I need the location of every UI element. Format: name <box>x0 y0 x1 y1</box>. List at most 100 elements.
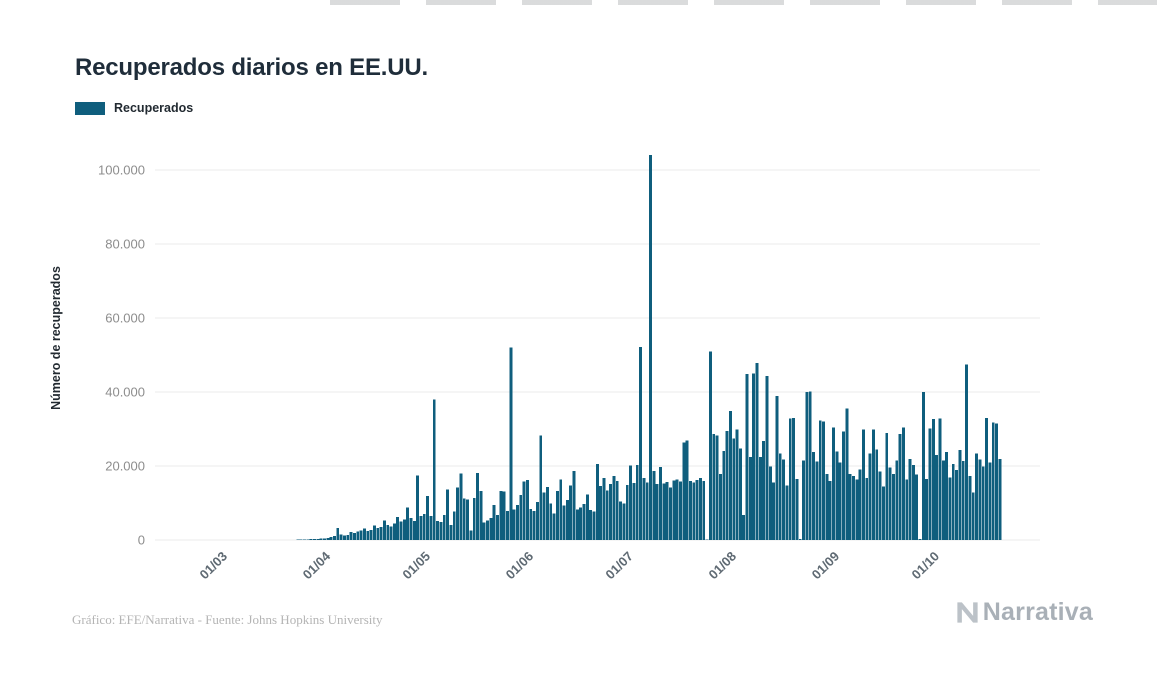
bar <box>788 418 792 540</box>
bar <box>775 396 779 540</box>
bar <box>669 487 672 540</box>
y-tick-label: 40.000 <box>105 385 145 400</box>
bar <box>625 485 629 540</box>
bar <box>772 482 776 540</box>
x-tick-label: 01/03 <box>197 549 231 583</box>
bar <box>938 418 942 540</box>
bar <box>958 450 962 540</box>
bar <box>446 489 450 540</box>
y-tick-label: 20.000 <box>105 459 145 474</box>
bar <box>456 487 460 540</box>
bar <box>928 428 932 540</box>
bar <box>712 434 716 540</box>
bar <box>349 532 353 540</box>
x-tick-label: 01/09 <box>809 549 843 583</box>
bar <box>888 467 892 540</box>
bar <box>542 492 546 540</box>
bar <box>323 538 326 540</box>
bar <box>595 463 599 540</box>
bar <box>718 473 722 540</box>
bar <box>725 430 729 540</box>
bar <box>333 535 336 540</box>
bar <box>639 346 642 540</box>
bar <box>555 491 559 540</box>
bar <box>336 527 340 540</box>
bar <box>612 475 616 540</box>
bar <box>559 479 563 540</box>
bar <box>372 525 376 540</box>
bar <box>918 538 922 540</box>
bar <box>406 507 410 540</box>
bar <box>955 470 959 540</box>
bar <box>971 492 975 540</box>
bar <box>662 483 666 540</box>
bar <box>619 501 623 540</box>
bar <box>865 477 869 540</box>
y-tick-label: 80.000 <box>105 237 145 252</box>
bar <box>652 471 656 540</box>
bar <box>585 494 589 540</box>
bar <box>579 507 583 540</box>
bar <box>476 473 479 540</box>
bar <box>682 442 686 540</box>
bar <box>442 514 446 540</box>
bar <box>602 478 606 540</box>
narrativa-logo: Narrativa <box>954 598 1093 627</box>
bar <box>755 363 759 540</box>
bar <box>396 517 400 540</box>
bar <box>911 464 915 540</box>
bar <box>452 511 456 540</box>
bar <box>675 479 679 540</box>
bar <box>522 481 526 540</box>
bar <box>881 486 885 540</box>
bar <box>901 427 905 540</box>
bar <box>632 483 636 540</box>
bar <box>645 482 649 540</box>
bar <box>695 480 699 540</box>
bar <box>742 514 746 540</box>
bar <box>998 458 1002 540</box>
narrativa-n-icon <box>957 602 978 623</box>
bar <box>412 520 416 540</box>
bar <box>575 509 579 540</box>
bar <box>748 456 752 540</box>
bar <box>672 480 676 540</box>
bar <box>905 479 909 540</box>
bar <box>392 523 396 540</box>
chart-canvas: 0 20.000 40.000 60.000 80.000 100.000 01/03 01/… <box>98 155 1040 583</box>
x-tick-label: 01/05 <box>399 549 433 583</box>
bar <box>539 435 543 540</box>
bar <box>429 515 433 540</box>
bar <box>895 460 899 540</box>
bar <box>472 498 476 540</box>
bar <box>409 517 413 540</box>
bar <box>921 392 925 540</box>
bar <box>968 475 972 540</box>
bar <box>765 376 769 540</box>
y-tick-label: 60.000 <box>105 311 145 326</box>
bar <box>525 480 529 540</box>
chart-title: Recuperados diarios en EE.UU. <box>75 54 428 82</box>
footer-credit: Gráfico: EFE/Narrativa - Fuente: Johns H… <box>72 612 383 627</box>
bar <box>832 427 835 540</box>
bar <box>685 440 689 540</box>
bar <box>469 530 473 540</box>
bar <box>692 482 696 540</box>
bar <box>436 520 440 540</box>
bar <box>506 511 509 540</box>
bar <box>908 458 912 540</box>
legend: Recuperados <box>75 101 193 115</box>
bar <box>768 466 772 540</box>
bar <box>868 453 872 540</box>
bar <box>945 451 949 540</box>
bar <box>838 462 842 540</box>
bar <box>948 477 952 540</box>
bar <box>679 481 682 540</box>
bar <box>985 417 989 540</box>
bar <box>891 474 895 540</box>
bar <box>941 460 945 540</box>
bar <box>961 461 965 540</box>
x-tick-label: 01/08 <box>706 549 740 583</box>
bar <box>792 417 796 540</box>
bar <box>462 498 466 540</box>
